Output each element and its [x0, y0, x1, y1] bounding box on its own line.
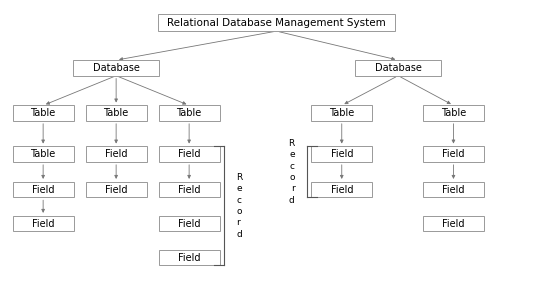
Text: r: r [291, 185, 295, 193]
Text: Table: Table [30, 149, 56, 159]
Text: Relational Database Management System: Relational Database Management System [167, 18, 386, 28]
FancyBboxPatch shape [86, 182, 147, 198]
Text: o: o [236, 207, 242, 216]
FancyBboxPatch shape [73, 60, 159, 76]
Text: Field: Field [442, 149, 465, 159]
Text: R: R [236, 173, 242, 182]
FancyBboxPatch shape [311, 147, 372, 162]
FancyBboxPatch shape [355, 60, 441, 76]
FancyBboxPatch shape [311, 105, 372, 121]
Text: Field: Field [105, 185, 127, 195]
FancyBboxPatch shape [13, 147, 74, 162]
Text: Field: Field [442, 185, 465, 195]
FancyBboxPatch shape [159, 250, 220, 265]
Text: Field: Field [178, 218, 200, 229]
Text: Table: Table [176, 108, 202, 118]
Text: c: c [290, 162, 295, 171]
Text: Table: Table [103, 108, 129, 118]
Text: d: d [236, 230, 242, 239]
FancyBboxPatch shape [423, 216, 484, 231]
Text: Field: Field [442, 218, 465, 229]
FancyBboxPatch shape [159, 105, 220, 121]
Text: Table: Table [30, 108, 56, 118]
Text: Table: Table [329, 108, 354, 118]
Text: e: e [289, 151, 295, 159]
Text: o: o [289, 173, 295, 182]
Text: Field: Field [331, 185, 353, 195]
FancyBboxPatch shape [159, 216, 220, 231]
Text: Field: Field [331, 149, 353, 159]
FancyBboxPatch shape [159, 147, 220, 162]
Text: Database: Database [93, 63, 139, 73]
FancyBboxPatch shape [423, 147, 484, 162]
Text: Field: Field [178, 185, 200, 195]
FancyBboxPatch shape [158, 14, 395, 31]
Text: Field: Field [178, 252, 200, 263]
Text: Database: Database [375, 63, 421, 73]
FancyBboxPatch shape [423, 182, 484, 198]
Text: Field: Field [32, 218, 54, 229]
FancyBboxPatch shape [13, 216, 74, 231]
Text: Field: Field [32, 185, 54, 195]
FancyBboxPatch shape [159, 182, 220, 198]
FancyBboxPatch shape [423, 105, 484, 121]
FancyBboxPatch shape [86, 105, 147, 121]
Text: Field: Field [105, 149, 127, 159]
Text: Field: Field [178, 149, 200, 159]
FancyBboxPatch shape [311, 182, 372, 198]
Text: r: r [236, 218, 240, 227]
Text: Table: Table [441, 108, 466, 118]
FancyBboxPatch shape [86, 147, 147, 162]
Text: c: c [236, 196, 241, 205]
Text: e: e [236, 185, 242, 193]
FancyBboxPatch shape [13, 182, 74, 198]
FancyBboxPatch shape [13, 105, 74, 121]
Text: d: d [289, 196, 295, 205]
Text: R: R [289, 139, 295, 148]
